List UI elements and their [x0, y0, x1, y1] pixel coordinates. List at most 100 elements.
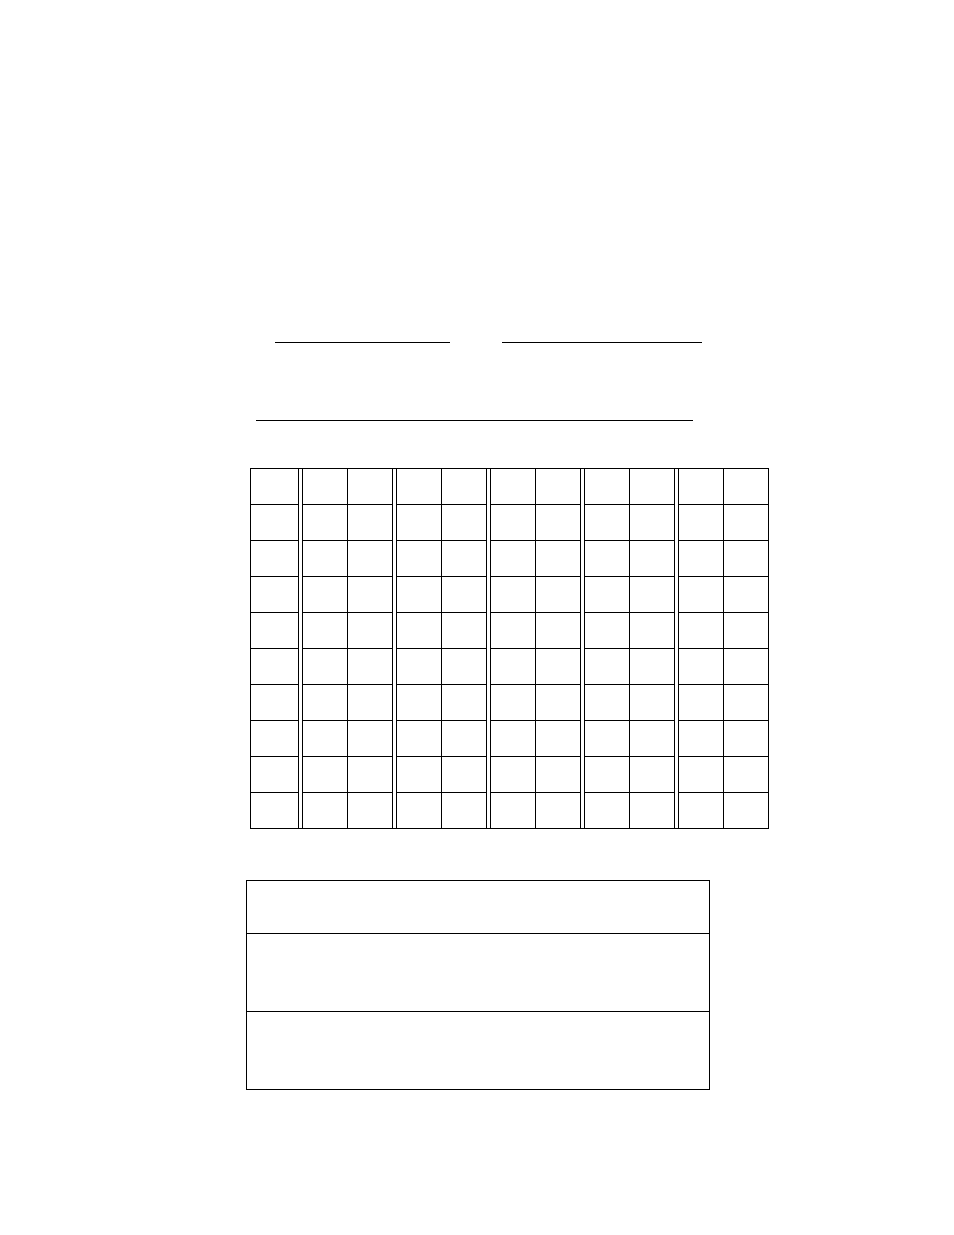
grid-cell [585, 721, 630, 757]
grid-cell [679, 757, 724, 793]
grid-cell [585, 649, 630, 685]
grid-cell [630, 577, 675, 613]
grid-cell [585, 505, 630, 541]
grid-cell [397, 793, 442, 829]
grid-cell [679, 685, 724, 721]
grid-cell [630, 649, 675, 685]
grid-cell [251, 541, 299, 577]
grid-cell [397, 721, 442, 757]
grid-cell [536, 469, 581, 505]
grid-cell [397, 541, 442, 577]
grid-cell [536, 793, 581, 829]
grid-cell [251, 721, 299, 757]
grid-cell [251, 685, 299, 721]
grid-cell [442, 721, 487, 757]
grid-cell [491, 649, 536, 685]
grid-cell [585, 685, 630, 721]
grid-cell [491, 505, 536, 541]
grid-cell [536, 613, 581, 649]
grid-cell [724, 685, 769, 721]
grid-cell [679, 613, 724, 649]
grid-cell [251, 577, 299, 613]
header-line-1 [275, 342, 450, 343]
grid-cell [491, 469, 536, 505]
grid-cell [442, 613, 487, 649]
grid-cell [251, 505, 299, 541]
grid-cell [724, 541, 769, 577]
grid-cell [536, 541, 581, 577]
grid-cell [724, 505, 769, 541]
bottom-cell [247, 1012, 710, 1090]
grid-cell [724, 577, 769, 613]
grid-cell [442, 685, 487, 721]
grid-cell [585, 577, 630, 613]
grid-cell [303, 505, 348, 541]
grid-cell [397, 685, 442, 721]
grid-cell [724, 469, 769, 505]
grid-cell [491, 757, 536, 793]
grid-cell [303, 721, 348, 757]
grid-cell [348, 649, 393, 685]
grid-cell [442, 541, 487, 577]
grid-cell [536, 757, 581, 793]
grid-cell [724, 613, 769, 649]
grid-cell [251, 469, 299, 505]
grid-cell [679, 721, 724, 757]
grid-cell [251, 757, 299, 793]
grid-cell [397, 577, 442, 613]
grid-cell [679, 541, 724, 577]
grid-cell [303, 685, 348, 721]
grid-cell [397, 469, 442, 505]
grid-cell [679, 649, 724, 685]
grid-cell [536, 649, 581, 685]
grid-cell [348, 577, 393, 613]
grid-cell [442, 577, 487, 613]
grid-cell [630, 505, 675, 541]
header-line-3 [256, 420, 693, 421]
grid-cell [303, 793, 348, 829]
grid-cell [724, 649, 769, 685]
grid-cell [536, 721, 581, 757]
grid-table [250, 468, 769, 829]
grid-cell [442, 469, 487, 505]
grid-cell [442, 649, 487, 685]
grid-cell [348, 793, 393, 829]
grid-cell [630, 541, 675, 577]
grid-cell [585, 541, 630, 577]
grid-cell [491, 541, 536, 577]
grid-cell [348, 721, 393, 757]
grid-cell [491, 685, 536, 721]
bottom-table [246, 880, 710, 1090]
grid-cell [251, 649, 299, 685]
grid-cell [536, 577, 581, 613]
grid-cell [491, 577, 536, 613]
grid-cell [630, 721, 675, 757]
grid-cell [251, 793, 299, 829]
grid-cell [536, 505, 581, 541]
grid-cell [303, 577, 348, 613]
grid-cell [348, 757, 393, 793]
grid-cell [724, 721, 769, 757]
grid-cell [348, 505, 393, 541]
grid-cell [630, 685, 675, 721]
bottom-cell [247, 934, 710, 1012]
grid-cell [679, 469, 724, 505]
grid-cell [348, 541, 393, 577]
grid-cell [630, 613, 675, 649]
grid-cell [303, 541, 348, 577]
grid-cell [442, 505, 487, 541]
grid-cell [491, 613, 536, 649]
grid-cell [491, 721, 536, 757]
grid-cell [442, 757, 487, 793]
grid-cell [630, 793, 675, 829]
grid-cell [630, 757, 675, 793]
grid-cell [303, 469, 348, 505]
grid-cell [585, 757, 630, 793]
grid-cell [397, 757, 442, 793]
grid-cell [348, 613, 393, 649]
grid-cell [397, 505, 442, 541]
grid-cell [679, 793, 724, 829]
header-line-2 [502, 342, 702, 343]
grid-cell [303, 613, 348, 649]
grid-cell [397, 649, 442, 685]
